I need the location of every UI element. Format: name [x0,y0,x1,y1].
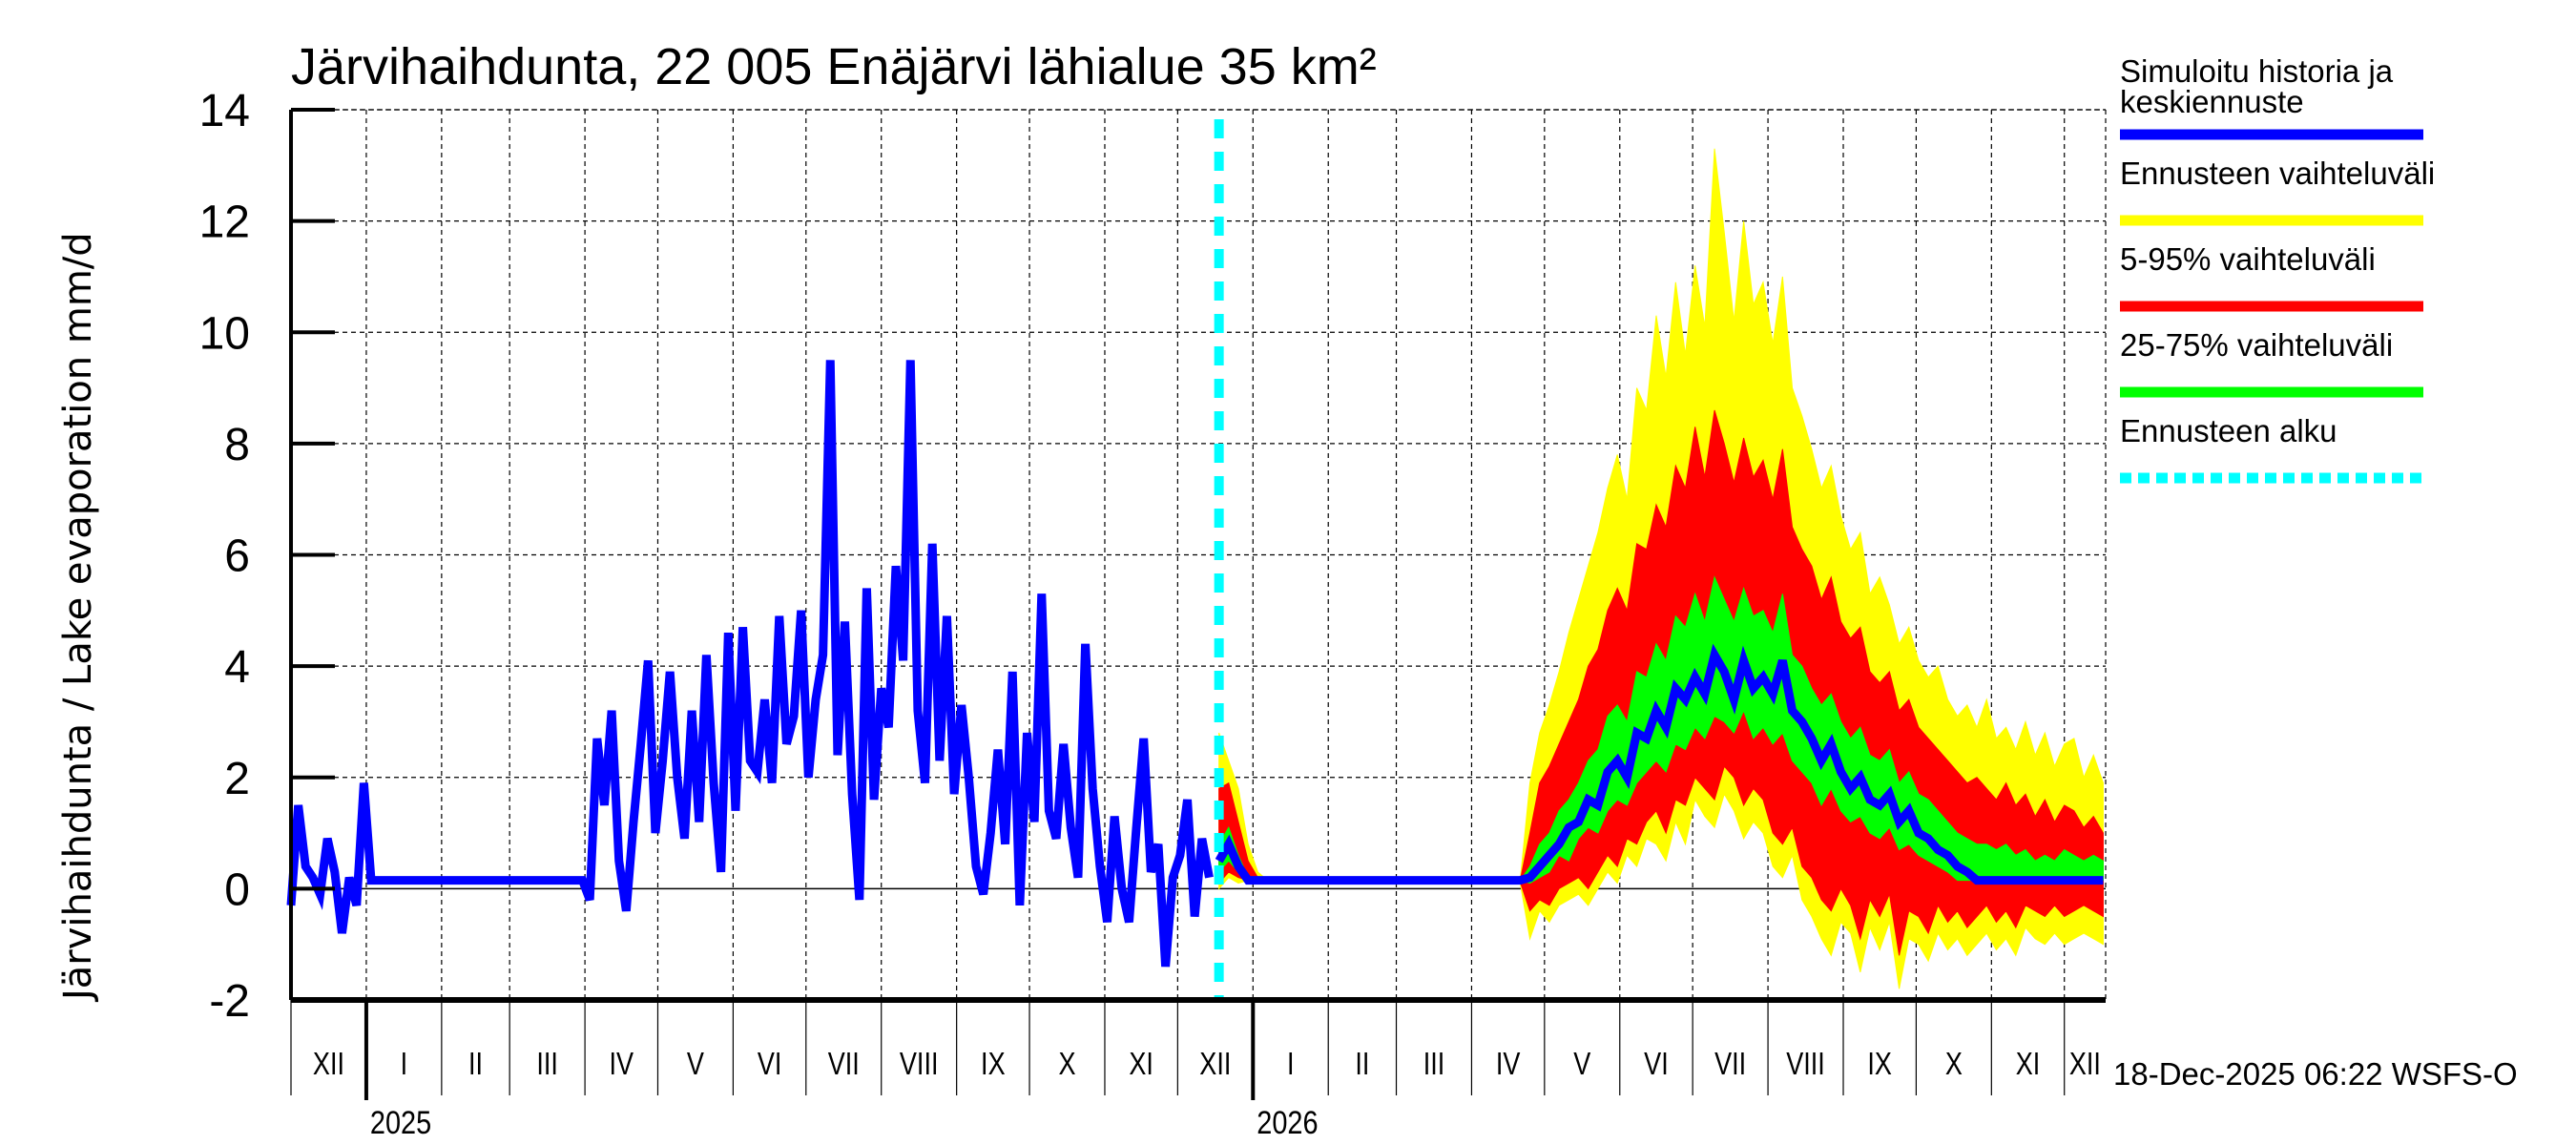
legend-label: 25-75% vaihteluväli [2120,327,2393,363]
month-label: II [1355,1048,1369,1082]
x-month-labels: XII I II III IV V VI VII VIII IX X XI XII I II III IV V VI… [313,1048,2101,1141]
y-tick-label: 4 [224,642,250,693]
timestamp: 18-Dec-2025 06:22 WSFS-O [2113,1056,2518,1092]
y-tick-label: 2 [224,754,250,804]
y-tick-label: 12 [199,198,250,248]
month-label: XI [1129,1048,1153,1082]
legend-entry: Ennusteen alku [2120,413,2423,484]
y-tick-label: 14 [199,86,250,136]
month-label: IV [610,1048,634,1082]
chart-title: Järvihaihdunta, 22 005 Enäjärvi lähialue… [291,38,1377,95]
month-label: II [468,1048,483,1082]
series-lines [286,119,2104,1000]
legend-label-line2: keskiennuste [2120,84,2304,119]
month-label: I [401,1048,408,1082]
y-tick-label: 6 [224,531,250,582]
month-label: VIII [900,1048,939,1082]
legend-label: Simuloitu historia ja [2120,53,2394,89]
legend-label: Ennusteen vaihteluväli [2120,156,2435,191]
month-label: VII [828,1048,860,1082]
year-label: 2025 [370,1104,431,1141]
month-label: VII [1714,1048,1746,1082]
axes [289,108,2106,1100]
month-label: IV [1496,1048,1521,1082]
legend-label: 5-95% vaihteluväli [2120,241,2376,277]
month-label: VIII [1786,1048,1825,1082]
month-label: X [1945,1048,1963,1082]
month-label: V [1573,1048,1590,1082]
month-label: VI [758,1048,782,1082]
month-label: VI [1644,1048,1669,1082]
legend-entry: 5-95% vaihteluväli [2120,241,2423,312]
y-tick-label: 8 [224,420,250,470]
month-label: XII [313,1048,344,1082]
median-forecast-line [1215,643,2104,885]
forecast-bands [1218,148,2104,989]
legend-entry: Ennusteen vaihteluväli [2120,156,2435,226]
month-label: X [1058,1048,1075,1082]
history-line [286,360,1214,968]
legend-label: Ennusteen alku [2120,413,2337,448]
month-label: III [536,1048,558,1082]
y-axis-label: Järvihaihdunta / Lake evaporation mm/d [56,232,100,1003]
month-label: III [1423,1048,1445,1082]
month-label: XII [1199,1048,1231,1082]
y-tick-label: 10 [199,308,250,359]
month-label: XII [2069,1048,2101,1082]
month-label: XI [2016,1048,2041,1082]
month-label: V [687,1048,704,1082]
y-tick-labels: -2 0 2 4 6 8 10 12 14 [199,86,250,1027]
month-label: I [1287,1048,1295,1082]
year-label: 2026 [1257,1104,1318,1141]
y-tick-label: -2 [209,976,250,1027]
month-label: IX [1867,1048,1892,1082]
y-tick-label: 0 [224,864,250,915]
month-label: IX [981,1048,1006,1082]
legend-entry: 25-75% vaihteluväli [2120,327,2423,398]
